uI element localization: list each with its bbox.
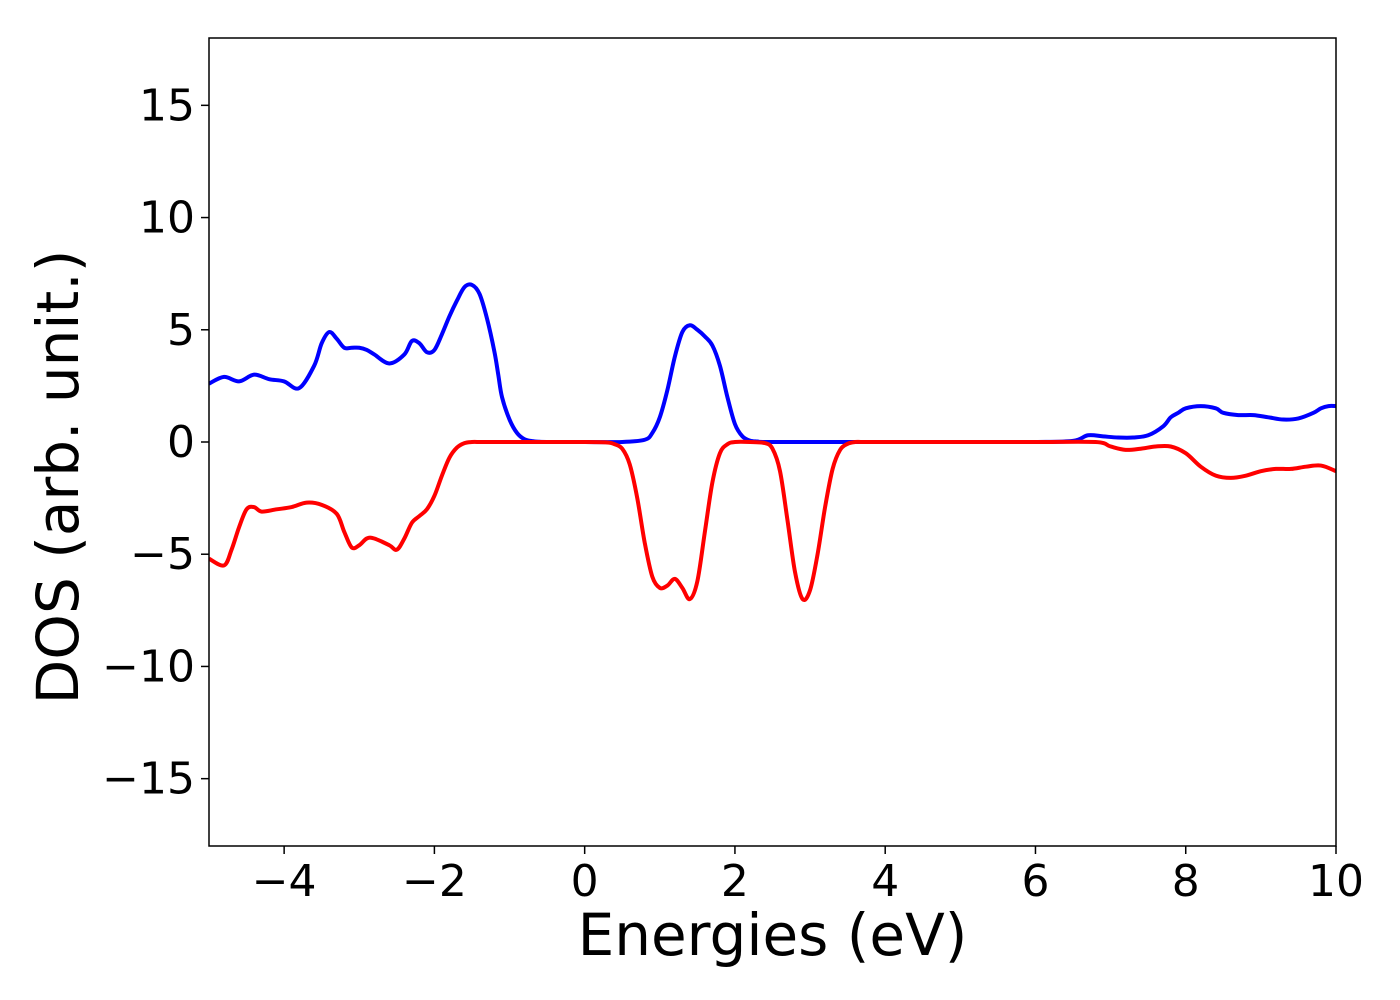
x-tick-label: 4: [871, 856, 899, 907]
y-tick-label: 5: [167, 305, 195, 356]
x-tick-label: 10: [1308, 856, 1364, 907]
y-tick-label: 0: [167, 417, 195, 468]
y-tick-label: −15: [102, 754, 195, 805]
ticks-layer: −4 −2 0 2 4 6 8 10 15 10 5 0 −5 −10 −15: [102, 80, 1364, 907]
curves-layer: [209, 282, 1336, 603]
x-tick-label: −4: [252, 856, 317, 907]
series-line-negative: [209, 439, 1336, 603]
series-line-positive: [209, 282, 1336, 445]
y-tick-label: 10: [139, 193, 195, 244]
y-axis-title: DOS (arb. unit.): [24, 250, 92, 705]
x-tick-label: 0: [571, 856, 599, 907]
y-tick-label: 15: [139, 80, 195, 131]
y-tick-label: −5: [130, 529, 195, 580]
x-tick-label: 8: [1172, 856, 1200, 907]
y-tick-label: −10: [102, 641, 195, 692]
x-tick-label: 6: [1021, 856, 1049, 907]
x-tick-label: −2: [402, 856, 467, 907]
x-axis-title: Energies (eV): [578, 901, 968, 969]
x-tick-label: 2: [721, 856, 749, 907]
